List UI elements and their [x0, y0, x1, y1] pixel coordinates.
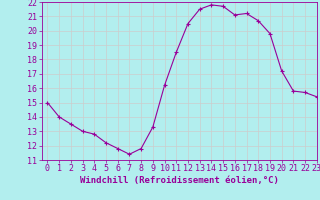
X-axis label: Windchill (Refroidissement éolien,°C): Windchill (Refroidissement éolien,°C) [80, 176, 279, 185]
